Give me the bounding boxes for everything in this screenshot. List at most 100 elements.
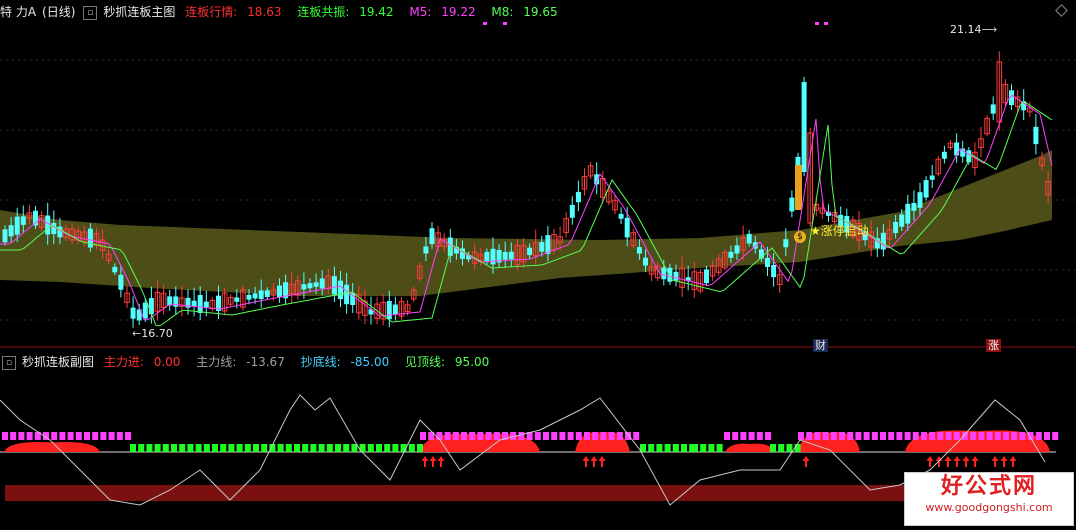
candle-body [350, 293, 356, 306]
green-block [770, 444, 776, 452]
candle-body [63, 228, 69, 238]
candle-body [490, 248, 496, 265]
candle-body [941, 151, 947, 159]
candle-body [801, 82, 807, 173]
candle-body [734, 245, 740, 254]
candle-body [569, 204, 575, 218]
magenta-block [1027, 432, 1034, 440]
magenta-block [116, 432, 123, 440]
candle-body [45, 215, 51, 235]
candle-body [319, 278, 325, 289]
candle-body [771, 264, 777, 278]
candle-body [704, 269, 709, 284]
candle-body [886, 229, 893, 240]
candle-body [502, 252, 508, 260]
green-block [400, 444, 407, 452]
candle-body [105, 253, 112, 261]
candle-body [283, 282, 289, 299]
sub-indicator-name[interactable]: 秒抓连板副图 [22, 355, 95, 369]
candle-body [160, 292, 167, 308]
candle-body [307, 283, 313, 289]
candle-body [1027, 107, 1033, 113]
candle-body [130, 307, 136, 319]
candle-body [874, 238, 880, 249]
candle-body [301, 284, 307, 290]
candle-body [288, 283, 295, 295]
stock-name[interactable]: 特 力A [0, 5, 37, 19]
trend-band [0, 150, 1052, 296]
candle-body [173, 296, 179, 307]
candle-body [978, 138, 984, 149]
green-block [359, 444, 366, 452]
green-block [700, 444, 707, 452]
high-price-label: 21.14⟶ [950, 23, 998, 36]
candle-body [587, 165, 594, 177]
indicator-settings-icon[interactable]: ▫ [83, 5, 98, 20]
sub-indicator-settings-icon[interactable]: ▫ [2, 355, 16, 370]
green-block [318, 444, 325, 452]
candle-body [69, 228, 75, 241]
up-arrow-icon [1009, 456, 1017, 467]
candle-body [514, 245, 521, 266]
magenta-block [584, 432, 590, 440]
magenta-block [1019, 432, 1026, 440]
candle-body [947, 142, 954, 148]
money-bag-icon[interactable]: $ [794, 231, 806, 243]
candle-body [374, 303, 380, 320]
candle-body [1009, 90, 1014, 106]
ma8-line [0, 100, 1053, 327]
magenta-block [502, 432, 508, 440]
candle-body [643, 257, 648, 266]
period-label[interactable]: (日线) [42, 5, 76, 19]
candle-body [826, 211, 831, 216]
candle-body [478, 254, 484, 261]
bottom-bar [5, 485, 905, 501]
candle-body [594, 174, 600, 185]
green-block [302, 444, 309, 452]
green-block [179, 444, 186, 452]
candle-body [563, 218, 570, 233]
candle-body [277, 285, 282, 298]
red-hump [905, 430, 1050, 452]
candle-body [112, 266, 118, 273]
magenta-block [526, 432, 533, 440]
candle-body [624, 217, 630, 238]
candle-body [1033, 126, 1039, 145]
candle-body [923, 180, 929, 198]
red-hump [798, 432, 860, 452]
magenta-block [978, 432, 985, 440]
candle-body [905, 203, 911, 224]
magenta-block [994, 432, 1001, 440]
red-hump [420, 433, 540, 452]
main-kline-chart[interactable] [0, 0, 1076, 350]
magenta-block [953, 432, 960, 440]
candle-body [996, 61, 1003, 123]
green-block [689, 444, 696, 452]
candle-body [1002, 83, 1009, 104]
magenta-block [84, 432, 90, 440]
candle-body [179, 297, 185, 307]
up-arrow-icon [437, 456, 445, 467]
green-block [417, 444, 423, 452]
finance-tag[interactable]: 财 [813, 339, 828, 352]
candle-body [673, 271, 679, 281]
jiandingxian-value: 95.00 [454, 355, 490, 369]
candle-body [185, 297, 191, 308]
magenta-block [51, 432, 58, 440]
main-indicator-name[interactable]: 秒抓连板主图 [103, 5, 176, 19]
candle-body [496, 249, 502, 263]
candle-body [429, 228, 435, 245]
green-block [408, 444, 415, 452]
candle-body [685, 277, 691, 282]
magenta-block [625, 432, 631, 440]
candle-body [142, 302, 148, 319]
magenta-block [461, 432, 467, 440]
red-hump [725, 443, 775, 452]
magenta-block [970, 432, 977, 440]
magenta-block [880, 432, 886, 440]
candle-body [539, 242, 545, 252]
candle-body [344, 284, 350, 305]
magenta-block [1052, 432, 1059, 440]
limit-up-tag[interactable]: 涨 [986, 339, 1001, 352]
candle-body [789, 197, 795, 212]
